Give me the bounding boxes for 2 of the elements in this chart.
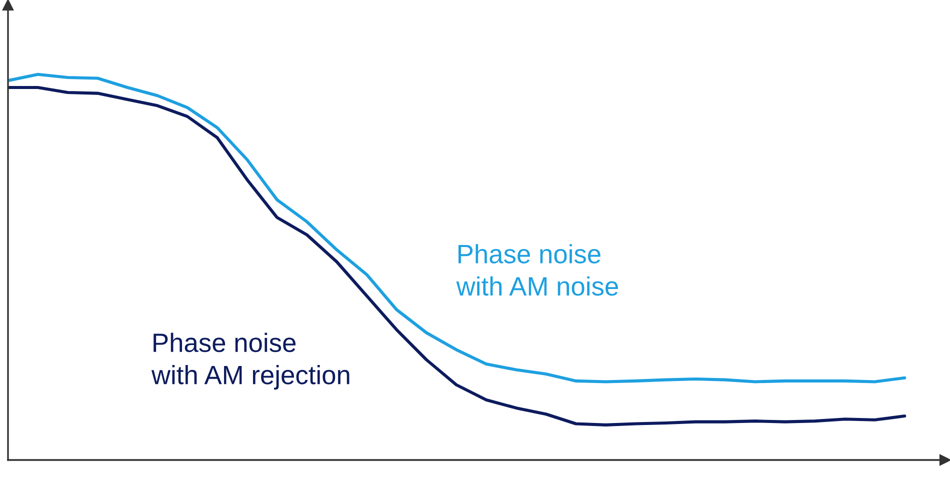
series-label: Phase noise with AM noise (456, 244, 618, 296)
series-label: Phase noise with AM rejection (151, 332, 350, 390)
